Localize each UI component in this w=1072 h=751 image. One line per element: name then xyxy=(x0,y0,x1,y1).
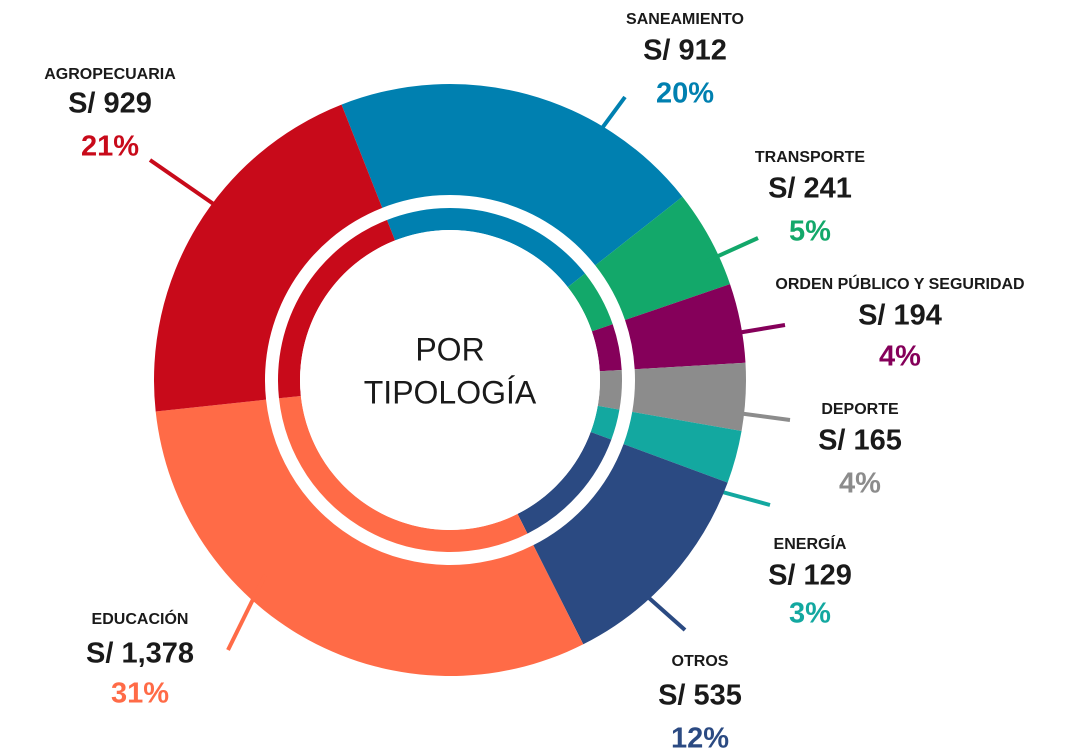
category-label: OTROS xyxy=(672,653,729,670)
donut-slice xyxy=(623,411,742,483)
donut-slice xyxy=(595,196,731,321)
center-text: POR xyxy=(415,331,484,367)
inner-slice xyxy=(590,405,620,440)
percentage-label: 21% xyxy=(81,131,139,163)
value-label: S/ 1,378 xyxy=(86,638,194,670)
inner-slice xyxy=(597,370,622,410)
inner-slice xyxy=(386,207,586,288)
percentage-label: 12% xyxy=(671,723,729,751)
leader-line xyxy=(226,574,267,651)
category-label: AGROPECUARIA xyxy=(44,66,176,83)
leader-line xyxy=(638,588,687,632)
value-label: S/ 165 xyxy=(818,425,902,457)
inner-hole xyxy=(300,230,600,530)
leader-line xyxy=(148,158,217,207)
value-label: S/ 129 xyxy=(768,560,852,592)
percentage-label: 4% xyxy=(839,468,881,500)
inner-slice xyxy=(567,273,613,332)
percentage-label: 20% xyxy=(656,78,714,110)
category-label: TRANSPORTE xyxy=(755,149,866,166)
percentage-label: 4% xyxy=(879,341,921,373)
donut-slice xyxy=(341,83,683,266)
value-label: S/ 929 xyxy=(68,88,152,120)
donut-slice xyxy=(155,399,584,676)
percentage-label: 31% xyxy=(111,678,169,710)
leader-line xyxy=(714,488,771,507)
leader-line xyxy=(724,323,786,337)
category-label: EDUCACIÓN xyxy=(92,609,189,628)
value-label: S/ 241 xyxy=(768,173,852,205)
inner-slice xyxy=(517,431,612,534)
percentage-label: 5% xyxy=(789,216,831,248)
donut-slice xyxy=(632,362,746,431)
leader-line xyxy=(595,95,627,137)
value-label: S/ 535 xyxy=(658,680,742,712)
inner-slice xyxy=(278,219,396,399)
category-label: ENERGÍA xyxy=(774,534,847,553)
center-text: TIPOLOGÍA xyxy=(364,374,537,410)
category-label: SANEAMIENTO xyxy=(626,11,744,28)
percentage-label: 3% xyxy=(789,598,831,630)
donut-slice xyxy=(625,284,746,370)
value-label: S/ 194 xyxy=(858,300,942,332)
inner-slice xyxy=(278,395,528,552)
donut-slice xyxy=(153,104,383,412)
category-label: ORDEN PÚBLICO Y SEGURIDAD xyxy=(775,274,1024,293)
donut-slice xyxy=(533,444,728,645)
inner-slice xyxy=(591,324,622,372)
category-label: DEPORTE xyxy=(821,401,899,418)
leader-line xyxy=(729,410,791,422)
leader-line xyxy=(704,236,759,264)
value-label: S/ 912 xyxy=(643,35,727,67)
